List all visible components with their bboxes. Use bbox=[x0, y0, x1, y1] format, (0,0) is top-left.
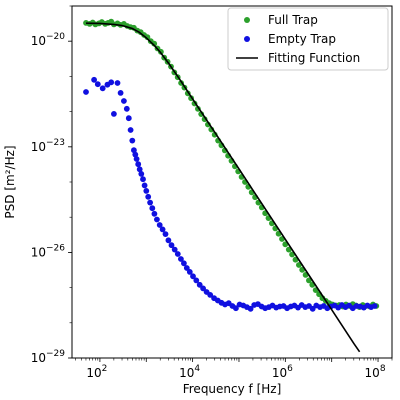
x-tick-label: 106 bbox=[272, 364, 293, 380]
empty-trap-point bbox=[151, 210, 158, 217]
empty-trap-point bbox=[200, 285, 207, 292]
x-tick-label: 102 bbox=[86, 364, 107, 380]
legend-full-trap-swatch bbox=[244, 17, 250, 23]
full-trap-point bbox=[144, 34, 151, 41]
empty-trap-point bbox=[117, 90, 124, 96]
empty-trap-point bbox=[143, 188, 150, 194]
empty-trap-point bbox=[156, 222, 163, 228]
y-tick-label: 10−20 bbox=[31, 32, 66, 48]
empty-trap-point bbox=[131, 147, 137, 154]
legend-label: Full Trap bbox=[268, 13, 318, 27]
empty-trap-point bbox=[121, 98, 127, 104]
empty-trap-point bbox=[129, 137, 136, 144]
empty-trap-point bbox=[135, 161, 142, 168]
legend: Full Trap Empty Trap Fitting Function bbox=[227, 7, 389, 71]
empty-trap-point bbox=[140, 176, 146, 183]
empty-trap-point bbox=[174, 251, 181, 257]
full-trap-point bbox=[306, 277, 312, 284]
empty-trap-point bbox=[371, 303, 378, 309]
empty-trap-point bbox=[145, 193, 152, 200]
empty-trap-series bbox=[83, 76, 378, 312]
y-axis-ticks: 10−20 10−23 10−26 10−29 bbox=[31, 5, 72, 365]
y-axis-label: PSD [m²/Hz] bbox=[3, 145, 17, 218]
empty-trap-point bbox=[91, 76, 97, 83]
full-trap-point bbox=[151, 40, 158, 47]
x-tick-label: 108 bbox=[365, 364, 386, 380]
empty-trap-point bbox=[165, 237, 172, 244]
empty-trap-point bbox=[108, 79, 115, 86]
empty-trap-point bbox=[133, 156, 140, 162]
legend-label: Fitting Function bbox=[268, 51, 360, 65]
fitting-function-series bbox=[85, 22, 361, 353]
x-axis-ticks: 102 104 106 108 bbox=[75, 358, 393, 380]
empty-trap-point bbox=[190, 273, 196, 280]
empty-trap-point bbox=[114, 80, 121, 86]
empty-trap-point bbox=[181, 260, 187, 267]
empty-trap-point bbox=[123, 105, 130, 112]
empty-trap-point bbox=[111, 111, 117, 117]
legend-label: Empty Trap bbox=[268, 32, 336, 46]
y-tick-label: 10−29 bbox=[31, 349, 66, 365]
empty-trap-point bbox=[141, 182, 148, 189]
x-tick-label: 104 bbox=[179, 364, 200, 380]
x-axis-label: Frequency f [Hz] bbox=[183, 382, 282, 396]
empty-trap-point bbox=[168, 242, 175, 249]
empty-trap-point bbox=[154, 216, 160, 223]
empty-trap-point bbox=[171, 246, 178, 253]
y-tick-label: 10−26 bbox=[31, 243, 66, 259]
empty-trap-point bbox=[193, 277, 200, 284]
y-tick-label: 10−23 bbox=[31, 138, 65, 154]
empty-trap-point bbox=[99, 85, 106, 92]
empty-trap-point bbox=[233, 305, 239, 312]
empty-trap-point bbox=[196, 281, 203, 288]
empty-trap-point bbox=[125, 115, 132, 122]
empty-trap-point bbox=[147, 199, 154, 206]
empty-trap-point bbox=[132, 151, 139, 158]
empty-trap-point bbox=[83, 89, 89, 95]
empty-trap-point bbox=[162, 231, 169, 238]
empty-trap-point bbox=[136, 166, 143, 173]
empty-trap-point bbox=[138, 171, 145, 177]
empty-trap-point bbox=[149, 205, 156, 212]
empty-trap-point bbox=[94, 81, 101, 88]
empty-trap-point bbox=[207, 292, 214, 298]
empty-trap-point bbox=[159, 226, 166, 233]
legend-box bbox=[227, 7, 389, 71]
empty-trap-point bbox=[247, 305, 254, 312]
empty-trap-point bbox=[178, 256, 184, 262]
empty-trap-point bbox=[127, 127, 134, 133]
legend-empty-trap-swatch bbox=[244, 36, 250, 42]
fitting-function-line bbox=[85, 22, 361, 353]
empty-trap-point bbox=[186, 269, 193, 275]
